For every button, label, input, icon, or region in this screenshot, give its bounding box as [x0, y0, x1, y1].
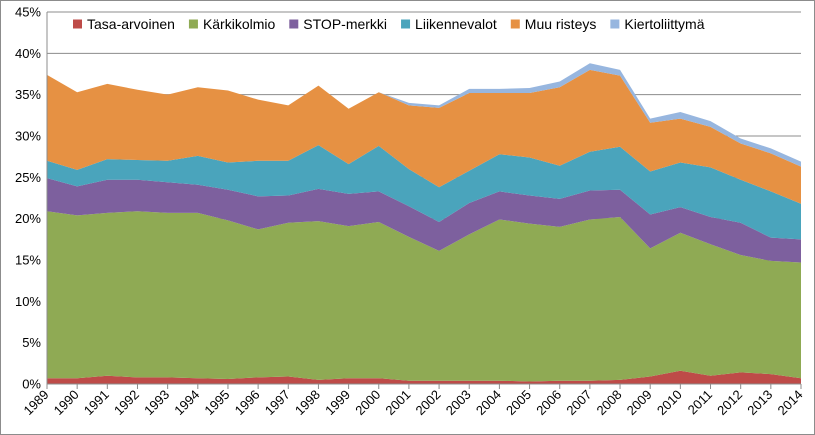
x-tick-label: 1989	[20, 387, 51, 418]
legend-swatch	[610, 19, 620, 29]
y-tick-label: 20%	[15, 211, 41, 226]
x-tick-label: 1996	[232, 387, 263, 418]
x-tick-label: 2007	[563, 387, 594, 418]
x-tick-label: 1992	[111, 387, 142, 418]
x-tick-label: 2000	[352, 387, 383, 418]
y-tick-label: 40%	[15, 46, 41, 61]
y-tick-label: 25%	[15, 170, 41, 185]
area-k-rkikolmio	[47, 211, 801, 382]
x-tick-labels: 1989 1990 1991 1992 1993 1994 1995 1996 1997 1998…	[20, 387, 805, 418]
x-tick-label: 2006	[533, 387, 564, 418]
y-tick-label: 15%	[15, 253, 41, 268]
legend-item-muu-risteys: Muu risteys	[510, 16, 597, 32]
area-stop-merkki	[47, 178, 801, 263]
x-tick-label: 2011	[685, 387, 715, 417]
x-tick-label: 1995	[201, 387, 232, 418]
x-tick-label: 2013	[744, 387, 775, 418]
area-muu-risteys	[47, 69, 801, 204]
legend-swatch	[188, 19, 198, 29]
area-liikennevalot	[47, 145, 801, 240]
legend-item-tasa-arvoinen: Tasa-arvoinen	[73, 16, 175, 32]
x-tick-label: 2004	[473, 387, 504, 418]
x-tick-label: 1999	[322, 387, 353, 418]
legend-swatch	[401, 19, 411, 29]
legend-swatch	[73, 19, 82, 29]
area-series	[47, 63, 801, 384]
x-tick-label: 1993	[141, 387, 172, 418]
legend-item-k-rkikolmio: Kärkikolmio	[188, 16, 276, 32]
x-tick-label: 1997	[262, 387, 293, 418]
y-tick-labels: 0% 5% 10% 15% 20% 25% 30% 35% 40% 45%	[15, 5, 41, 392]
legend-label: Tasa-arvoinen	[87, 16, 175, 32]
legend-swatch	[289, 19, 299, 29]
x-tick-label: 2012	[714, 387, 745, 418]
axes	[46, 12, 802, 389]
x-tick-label: 2009	[624, 387, 655, 418]
legend-label: Liikennevalot	[415, 16, 497, 32]
legend-item-stop-merkki: STOP-merkki	[289, 16, 387, 32]
y-tick-label: 35%	[15, 87, 41, 102]
legend-label: Kärkikolmio	[203, 16, 276, 32]
x-tick-label: 1994	[171, 387, 202, 418]
y-tick-label: 10%	[15, 294, 41, 309]
area-tasa-arvoinen	[47, 370, 801, 384]
legend-label: Kiertoliittymä	[624, 16, 704, 32]
legend-label: Muu risteys	[525, 16, 597, 32]
x-tick-label: 1990	[51, 387, 82, 418]
x-tick-label: 1991	[81, 387, 112, 418]
legend-swatch	[510, 19, 520, 29]
x-tick-label: 2008	[594, 387, 625, 418]
y-tick-label: 5%	[22, 335, 41, 350]
x-tick-label: 2003	[443, 387, 474, 418]
y-tick-label: 0%	[22, 377, 41, 392]
x-tick-label: 2002	[413, 387, 444, 418]
y-tick-label: 30%	[15, 129, 41, 144]
x-tick-label: 2010	[654, 387, 685, 418]
legend-item-liikennevalot: Liikennevalot	[401, 16, 497, 32]
legend-label: STOP-merkki	[303, 16, 387, 32]
y-tick-label: 45%	[15, 5, 41, 20]
legend-item-kiertoliittym-: Kiertoliittymä	[610, 16, 705, 32]
x-tick-label: 2005	[503, 387, 534, 418]
x-tick-label: 1998	[292, 387, 323, 418]
x-tick-label: 2001	[382, 387, 413, 418]
legend: Tasa-arvoinen Kärkikolmio STOP-merkki Liike…	[73, 16, 705, 32]
x-tick-label: 2014	[774, 387, 805, 418]
